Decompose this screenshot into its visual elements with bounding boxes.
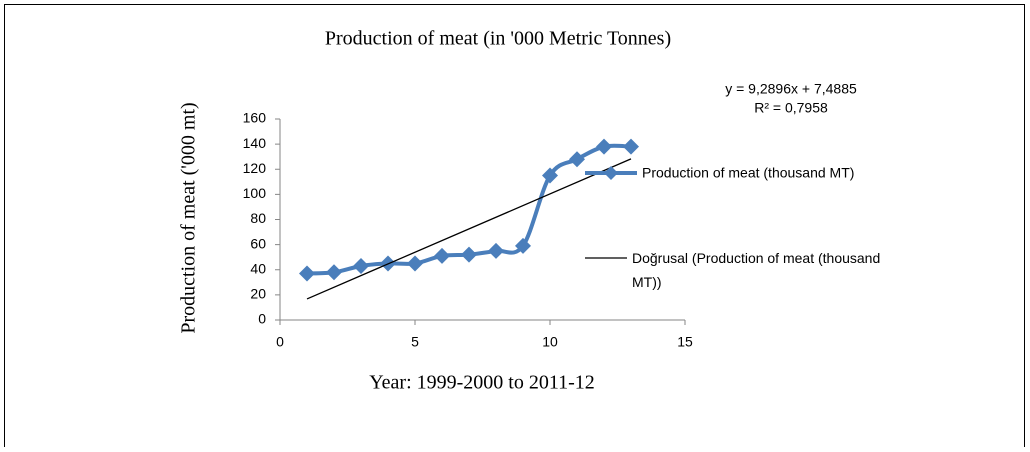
- frame: [4, 4, 1025, 452]
- legend-label: Doğrusal (Production of meat (thousand M…: [632, 250, 881, 290]
- data-point: [542, 167, 558, 184]
- x-tick-label: 15: [677, 334, 693, 350]
- x-tick-label: 10: [542, 334, 558, 350]
- trend-line: [306, 158, 632, 300]
- legend-marker: [604, 166, 618, 180]
- data-point: [569, 151, 585, 168]
- y-tick-label: 60: [250, 235, 266, 251]
- data-point: [488, 242, 504, 259]
- y-tick-label: 140: [243, 135, 267, 151]
- y-tick-label: 80: [250, 210, 266, 226]
- data-point: [515, 237, 531, 254]
- x-tick-label: 5: [411, 334, 419, 350]
- legend-item: Doğrusal (Production of meat (thousand M…: [632, 250, 881, 290]
- data-point: [461, 246, 477, 263]
- x-tick-label: 0: [276, 334, 284, 350]
- data-point: [407, 255, 423, 272]
- r-squared: R² = 0,7958: [754, 100, 828, 116]
- legend-label: Production of meat (thousand MT): [642, 165, 854, 181]
- y-tick-label: 20: [250, 286, 266, 302]
- y-axis-label: Production of meat ('000 mt): [178, 102, 200, 333]
- data-point: [623, 138, 639, 155]
- y-tick-label: 40: [250, 260, 266, 276]
- x-axis-label: Year: 1999-2000 to 2011-12: [369, 372, 595, 394]
- y-tick-label: 160: [243, 110, 267, 126]
- y-tick-label: 0: [258, 311, 266, 327]
- data-point: [299, 265, 315, 282]
- y-tick-label: 120: [243, 160, 267, 176]
- trend-equation: y = 9,2896x + 7,4885: [725, 81, 857, 97]
- data-point: [434, 247, 450, 264]
- chart-title: Production of meat (in '000 Metric Tonne…: [325, 28, 671, 50]
- data-point: [353, 257, 369, 274]
- y-tick-label: 100: [243, 185, 267, 201]
- data-point: [326, 264, 342, 281]
- data-point: [596, 138, 612, 155]
